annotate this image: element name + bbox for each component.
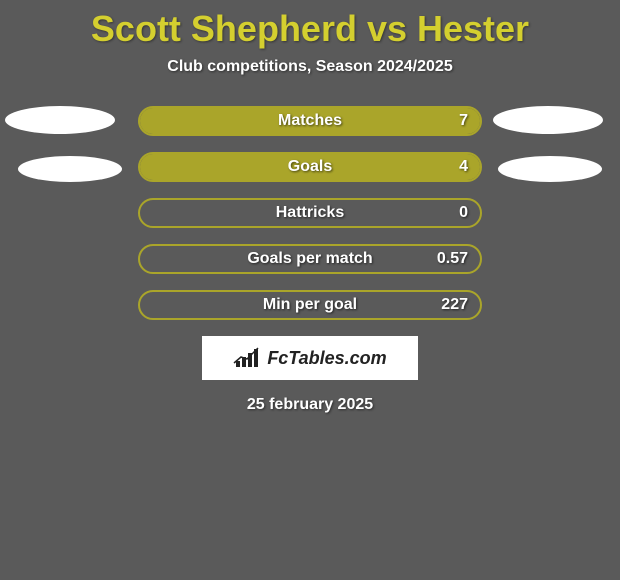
player-disc	[498, 156, 602, 182]
stat-row: Matches7	[138, 106, 482, 136]
chart-icon	[233, 347, 261, 369]
stat-bars: Matches7Goals4Hattricks0Goals per match0…	[138, 106, 482, 320]
logo-text: FcTables.com	[267, 348, 386, 369]
player-disc	[18, 156, 122, 182]
stat-label: Matches	[138, 112, 482, 130]
subtitle: Club competitions, Season 2024/2025	[0, 58, 620, 76]
logo-box[interactable]: FcTables.com	[202, 336, 418, 380]
stat-row: Hattricks0	[138, 198, 482, 228]
stat-value: 4	[459, 158, 468, 176]
stat-label: Goals per match	[138, 250, 482, 268]
stat-label: Hattricks	[138, 204, 482, 222]
stat-row: Min per goal227	[138, 290, 482, 320]
stat-row: Goals4	[138, 152, 482, 182]
stat-value: 227	[441, 296, 468, 314]
stat-value: 0	[459, 204, 468, 222]
stat-row: Goals per match0.57	[138, 244, 482, 274]
stat-value: 7	[459, 112, 468, 130]
compare-area: Matches7Goals4Hattricks0Goals per match0…	[0, 106, 620, 320]
player-disc	[5, 106, 115, 134]
date-label: 25 february 2025	[0, 396, 620, 414]
stat-label: Goals	[138, 158, 482, 176]
player-disc	[493, 106, 603, 134]
page-title: Scott Shepherd vs Hester	[0, 0, 620, 50]
stat-value: 0.57	[437, 250, 468, 268]
stat-label: Min per goal	[138, 296, 482, 314]
